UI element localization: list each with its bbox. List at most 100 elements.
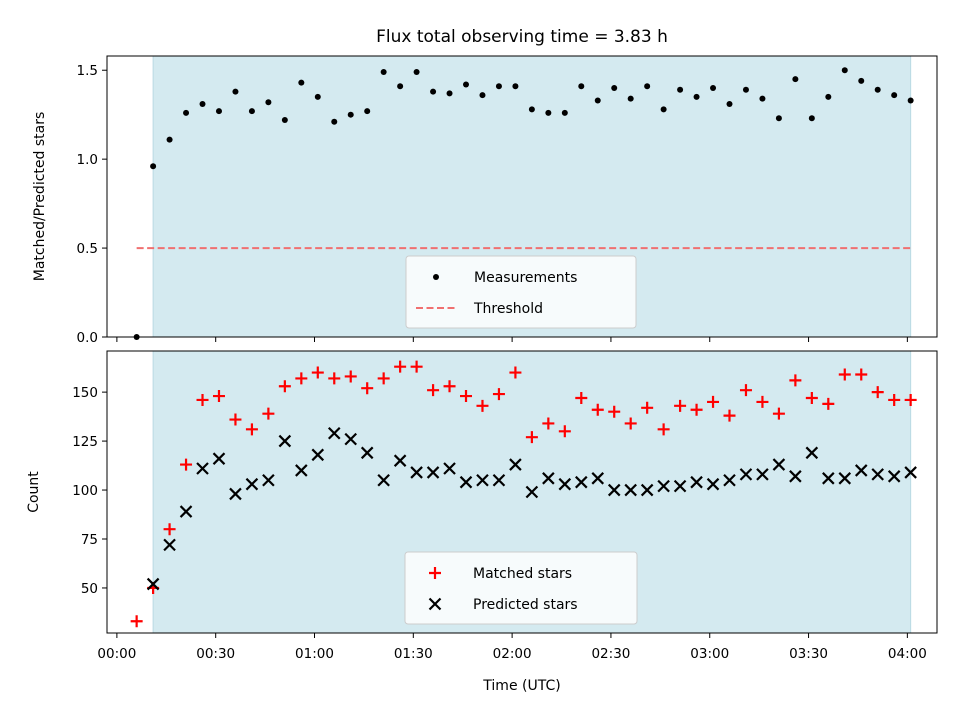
data-point bbox=[344, 432, 358, 446]
data-point bbox=[756, 395, 769, 408]
data-point bbox=[591, 472, 605, 485]
data-point bbox=[394, 360, 407, 373]
data-point bbox=[430, 88, 437, 95]
legend-box bbox=[404, 551, 638, 625]
x-tick-label: 00:30 bbox=[196, 646, 235, 662]
data-point bbox=[624, 483, 637, 497]
x-tick-label: 02:30 bbox=[591, 646, 630, 662]
data-point bbox=[229, 487, 242, 501]
series-predicted-stars bbox=[146, 426, 917, 591]
data-point bbox=[657, 479, 670, 493]
data-point bbox=[495, 83, 502, 90]
data-point bbox=[327, 426, 341, 440]
data-point bbox=[295, 464, 308, 477]
data-point bbox=[328, 372, 341, 385]
data-point bbox=[792, 76, 799, 83]
data-point bbox=[278, 434, 292, 448]
data-point bbox=[281, 117, 288, 124]
data-point bbox=[789, 470, 802, 483]
data-point bbox=[278, 380, 291, 393]
data-point bbox=[871, 386, 884, 399]
legend-label: Predicted stars bbox=[473, 597, 578, 613]
data-point bbox=[841, 67, 848, 74]
y-tick-label: 0.5 bbox=[77, 241, 98, 257]
data-point bbox=[644, 83, 651, 90]
data-point bbox=[805, 446, 819, 460]
y-tick-label: 100 bbox=[72, 483, 98, 499]
y-tick-label: 150 bbox=[72, 385, 98, 401]
data-point bbox=[627, 95, 634, 102]
data-point bbox=[822, 472, 835, 485]
data-point bbox=[459, 475, 473, 489]
data-point bbox=[509, 366, 522, 379]
data-point bbox=[578, 83, 585, 90]
data-point bbox=[545, 109, 552, 116]
data-point bbox=[410, 466, 423, 479]
data-point bbox=[150, 163, 157, 170]
data-point bbox=[759, 95, 766, 102]
data-point bbox=[789, 374, 802, 387]
data-point bbox=[624, 417, 637, 430]
y-tick-label: 1.0 bbox=[77, 152, 98, 168]
data-point bbox=[591, 403, 604, 416]
y-tick-label: 125 bbox=[72, 434, 98, 450]
data-point bbox=[805, 392, 818, 404]
data-point bbox=[706, 477, 720, 491]
data-point bbox=[360, 446, 374, 460]
y-tick-label: 50 bbox=[81, 581, 98, 597]
data-point bbox=[245, 477, 259, 491]
data-point bbox=[215, 108, 222, 115]
data-point bbox=[476, 399, 489, 412]
data-point bbox=[479, 92, 486, 99]
data-point bbox=[575, 392, 588, 404]
x-tick-label: 03:00 bbox=[690, 646, 729, 662]
data-point bbox=[364, 108, 371, 115]
data-point bbox=[871, 468, 884, 481]
data-point bbox=[248, 108, 255, 115]
x-tick-label: 04:00 bbox=[888, 646, 927, 662]
data-point bbox=[874, 86, 881, 93]
data-point bbox=[463, 81, 470, 88]
data-point bbox=[723, 409, 736, 422]
x-tick-label: 01:00 bbox=[295, 646, 334, 662]
panel-2: 50 75 100 125 150 00:00 00:30 01:00 01:30 02:00 02… bbox=[26, 350, 938, 662]
data-point bbox=[739, 468, 753, 481]
data-point bbox=[707, 395, 720, 408]
data-point bbox=[146, 577, 160, 591]
x-tick-label: 01:30 bbox=[394, 646, 433, 662]
data-point bbox=[347, 111, 354, 118]
legend-label: Measurements bbox=[474, 270, 577, 286]
data-point bbox=[179, 505, 193, 518]
data-point bbox=[163, 538, 176, 552]
chart-title: Flux total observing time = 3.83 h bbox=[376, 27, 668, 47]
data-point bbox=[855, 368, 868, 381]
plot-frame bbox=[106, 350, 938, 634]
data-point bbox=[443, 380, 456, 393]
data-point bbox=[608, 405, 621, 418]
data-point bbox=[677, 86, 684, 93]
data-point bbox=[314, 93, 321, 100]
data-point bbox=[212, 452, 226, 465]
data-point bbox=[808, 115, 815, 122]
data-point bbox=[298, 79, 305, 86]
data-point bbox=[822, 397, 835, 410]
data-point bbox=[427, 384, 440, 397]
legend-marker bbox=[429, 567, 441, 579]
data-point bbox=[380, 69, 387, 76]
data-point bbox=[163, 523, 176, 536]
panel-1: 0.0 0.5 1.0 1.5 Matched/Predicted stars Measu… bbox=[32, 55, 938, 346]
data-point bbox=[772, 458, 786, 471]
data-point bbox=[212, 390, 225, 403]
data-point bbox=[561, 109, 568, 116]
data-point bbox=[245, 423, 258, 436]
x-tick-label: 03:30 bbox=[789, 646, 828, 662]
data-point bbox=[166, 136, 173, 143]
data-point bbox=[838, 368, 851, 381]
data-point bbox=[180, 458, 193, 471]
legend-box bbox=[405, 255, 637, 329]
data-point bbox=[377, 473, 390, 487]
data-point bbox=[528, 106, 535, 113]
data-point bbox=[311, 366, 324, 379]
data-point bbox=[525, 431, 538, 444]
